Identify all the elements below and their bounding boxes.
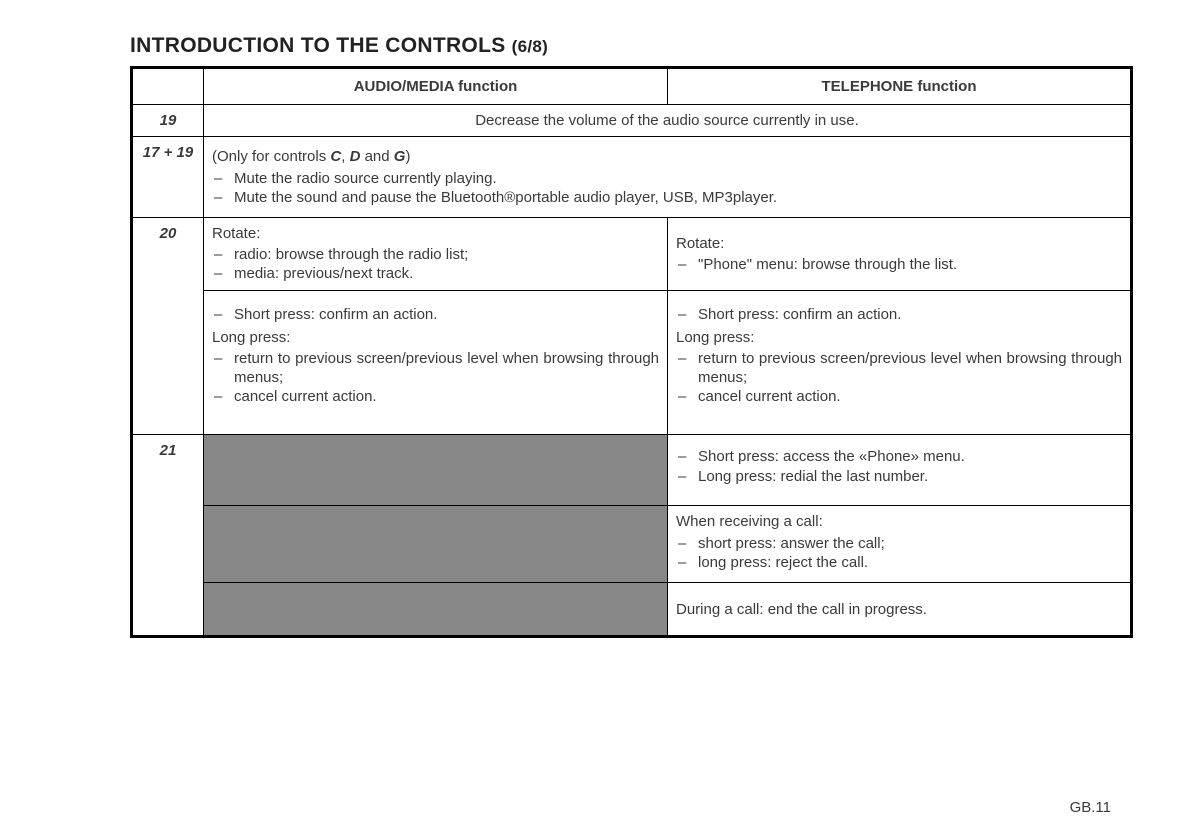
title-page-indicator: (6/8) [512,37,548,56]
control-g: G [394,148,406,165]
row-20-audio-rotate: Rotate: radio: browse through the radio … [204,217,668,290]
control-c: C [330,148,341,165]
row-1719-num: 17 + 19 [132,137,204,218]
row-20-rotate: 20 Rotate: radio: browse through the rad… [132,217,1132,290]
row-19-num: 19 [132,105,204,137]
row-1719-b2: Mute the sound and pause the Bluetooth®p… [212,188,1122,207]
only-suffix: ) [405,148,410,165]
row-20-audio-short-b1: Short press: confirm an action. [212,305,659,324]
row-20-audio-long-list: return to previous screen/previous level… [212,349,659,407]
row-21-num: 21 [132,435,204,637]
row-21-phone-b-b1: short press: answer the call; [676,534,1122,553]
row-20-phone-long-b1: return to previous screen/previous level… [676,349,1122,387]
page: INTRODUCTION TO THE CONTROLS (6/8) AUDIO… [0,0,1191,840]
row-20-audio-rotate-list: radio: browse through the radio list; me… [212,245,659,283]
row-20-press: Short press: confirm an action. Long pre… [132,290,1132,435]
controls-table: AUDIO/MEDIA function TELEPHONE function … [130,66,1133,638]
row-21-phone-a-b2: Long press: redial the last number. [676,467,1122,486]
header-phone: TELEPHONE function [668,68,1132,105]
row-1719: 17 + 19 (Only for controls C, D and G) M… [132,137,1132,218]
header-row: AUDIO/MEDIA function TELEPHONE function [132,68,1132,105]
row-21-b: When receiving a call: short press: answ… [132,506,1132,583]
row-1719-cell: (Only for controls C, D and G) Mute the … [204,137,1132,218]
row-20-phone-short-b1: Short press: confirm an action. [676,305,1122,324]
row-1719-only-for: (Only for controls C, D and G) [212,147,1122,166]
row-20-phone-long-lead: Long press: [676,328,1122,347]
row-21-phone-a-list: Short press: access the «Phone» menu. Lo… [676,447,1122,485]
row-1719-b1: Mute the radio source currently playing. [212,169,1122,188]
sep2: and [360,148,393,165]
row-21-phone-a-b1: Short press: access the «Phone» menu. [676,447,1122,466]
row-21-phone-b-lead: When receiving a call: [676,512,1122,531]
row-19-text: Decrease the volume of the audio source … [204,105,1132,137]
row-21-phone-b-list: short press: answer the call; long press… [676,534,1122,572]
row-20-audio-long-b2: cancel current action. [212,387,659,406]
row-21-audio-shaded-a [204,435,668,506]
header-audio: AUDIO/MEDIA function [204,68,668,105]
row-20-phone-rotate-b1: "Phone" menu: browse through the list. [676,255,1122,274]
only-prefix: (Only for controls [212,148,330,165]
row-21-phone-a: Short press: access the «Phone» menu. Lo… [668,435,1132,506]
row-20-phone-rotate: Rotate: "Phone" menu: browse through the… [668,217,1132,290]
row-21-audio-shaded-b [204,506,668,583]
row-20-audio-short-list: Short press: confirm an action. [212,305,659,324]
row-20-phone-press: Short press: confirm an action. Long pre… [668,290,1132,435]
row-20-phone-short-list: Short press: confirm an action. [676,305,1122,324]
row-21-phone-b: When receiving a call: short press: answ… [668,506,1132,583]
page-title: INTRODUCTION TO THE CONTROLS (6/8) [130,34,1131,58]
row-20-phone-rotate-lead: Rotate: [676,234,1122,253]
row-21-phone-b-b2: long press: reject the call. [676,553,1122,572]
row-21-phone-c-text: During a call: end the call in progress. [676,601,927,618]
row-1719-list: Mute the radio source currently playing.… [212,169,1122,207]
control-d: D [350,148,361,165]
row-20-audio-rotate-b1: radio: browse through the radio list; [212,245,659,264]
sep1: , [341,148,349,165]
row-20-phone-rotate-list: "Phone" menu: browse through the list. [676,255,1122,274]
row-21-c: During a call: end the call in progress. [132,583,1132,637]
header-blank [132,68,204,105]
row-20-phone-long-list: return to previous screen/previous level… [676,349,1122,407]
row-21-phone-c: During a call: end the call in progress. [668,583,1132,637]
row-20-phone-long-b2: cancel current action. [676,387,1122,406]
row-20-audio-rotate-lead: Rotate: [212,224,659,243]
row-20-audio-long-b1: return to previous screen/previous level… [212,349,659,387]
title-main: INTRODUCTION TO THE CONTROLS [130,34,506,57]
row-20-num: 20 [132,217,204,435]
page-footer: GB.11 [130,799,1131,816]
row-21-a: 21 Short press: access the «Phone» menu.… [132,435,1132,506]
row-20-audio-long-lead: Long press: [212,328,659,347]
row-20-audio-press: Short press: confirm an action. Long pre… [204,290,668,435]
row-19: 19 Decrease the volume of the audio sour… [132,105,1132,137]
row-21-audio-shaded-c [204,583,668,637]
row-20-audio-rotate-b2: media: previous/next track. [212,264,659,283]
